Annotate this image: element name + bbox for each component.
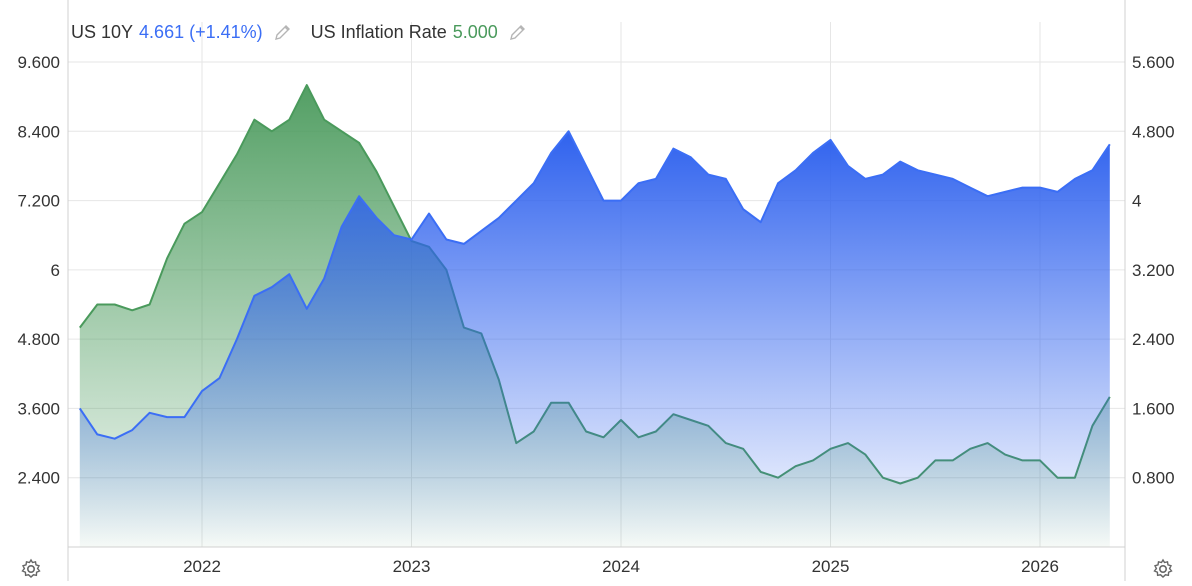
legend-series2-value: 5.000 bbox=[453, 22, 498, 43]
y-left-tick-label: 3.600 bbox=[17, 399, 60, 418]
legend-series1-value: 4.661 (+1.41%) bbox=[139, 22, 263, 43]
y-right-tick-label: 4.800 bbox=[1132, 122, 1175, 141]
y-left-tick-label: 2.400 bbox=[17, 469, 60, 488]
gear-icon[interactable] bbox=[1152, 558, 1174, 580]
legend-series1-name: US 10Y bbox=[71, 22, 133, 43]
legend-series2-name: US Inflation Rate bbox=[311, 22, 447, 43]
x-tick-label: 2026 bbox=[1021, 557, 1059, 576]
y-right-tick-label: 0.800 bbox=[1132, 469, 1175, 488]
pencil-icon[interactable] bbox=[508, 22, 528, 42]
y-right-tick-label: 4 bbox=[1132, 192, 1141, 211]
x-tick-label: 2024 bbox=[602, 557, 640, 576]
y-right-tick-label: 5.600 bbox=[1132, 53, 1175, 72]
pencil-icon[interactable] bbox=[273, 22, 293, 42]
y-right-tick-label: 1.600 bbox=[1132, 399, 1175, 418]
x-tick-label: 2025 bbox=[812, 557, 850, 576]
y-left-tick-label: 8.400 bbox=[17, 122, 60, 141]
y-left-tick-label: 9.600 bbox=[17, 53, 60, 72]
gear-icon[interactable] bbox=[20, 558, 42, 580]
x-tick-label: 2023 bbox=[393, 557, 431, 576]
x-tick-label: 2022 bbox=[183, 557, 221, 576]
y-right-tick-label: 2.400 bbox=[1132, 330, 1175, 349]
y-right-tick-label: 3.200 bbox=[1132, 261, 1175, 280]
y-left-tick-label: 6 bbox=[51, 261, 60, 280]
chart-legend: US 10Y 4.661 (+1.41%) US Inflation Rate … bbox=[71, 20, 546, 44]
y-left-tick-label: 7.200 bbox=[17, 192, 60, 211]
y-left-tick-label: 4.800 bbox=[17, 330, 60, 349]
